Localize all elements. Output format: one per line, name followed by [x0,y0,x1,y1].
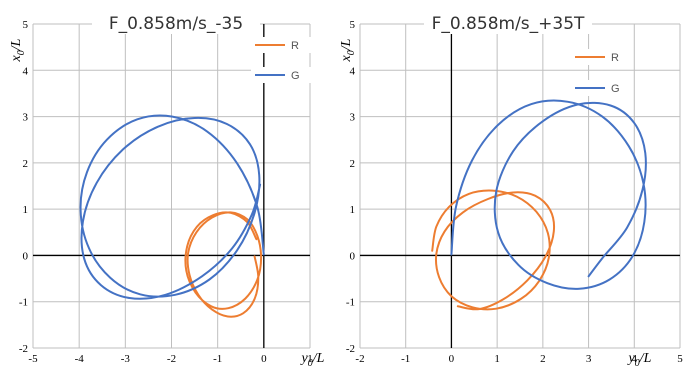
p1-chart-title: F_0.858m/s_+35T [432,14,585,34]
p0-x-tick-label: -1 [213,353,222,365]
p1-y-tick-label: -2 [346,343,355,355]
chart-panel-right: -2 -1 0 1 2 3 4 5 -2 -1 0 1 2 3 4 5 x0/L y0/L F_0.858m/s_+… [339,10,683,369]
p1-x-tick-label: -1 [401,353,410,365]
p1-y-tick-label: 2 [350,158,356,170]
p0-y-tick-label: -2 [19,343,28,355]
p1-x-tick-label: 2 [540,353,546,365]
p0-legend-label-r: R [291,40,299,52]
p0-y-tick-label: 5 [23,19,29,31]
p0-x-tick-label: -2 [167,353,176,365]
p0-y-tick-label: 0 [23,250,29,262]
p0-chart-title: F_0.858m/s_-35 [109,14,243,34]
p1-x-tick-label: 4 [632,353,638,365]
p0-x-tick-label: -4 [75,353,85,365]
p1-x-tick-label: 1 [494,353,500,365]
p1-x-tick-label: -2 [355,353,364,365]
p1-legend-label-g: G [611,83,620,95]
p1-y-tick-label: 4 [350,65,356,77]
p1-y-tick-label: 0 [350,250,356,262]
p0-x-tick-label: -3 [121,353,131,365]
p0-y-tick-label: 4 [23,65,29,77]
p1-x-tick-label: 3 [586,353,592,365]
p1-y-tick-label: 1 [350,204,356,216]
p1-y-axis-label: x0/L [339,38,357,62]
p1-x-axis-label: y0/L [627,351,652,369]
p1-x-tick-label: 5 [677,353,683,365]
p1-x-tick-label: 0 [449,353,455,365]
p1-y-tick-label: 3 [350,112,356,124]
p1-series-r-line [431,189,556,311]
chart-panel-left: -5 -4 -3 -2 -1 0 1 -2 -1 0 1 2 3 4 5 x0/L y0/L F_0.858m/s… [9,10,325,369]
p1-title-background [424,10,592,34]
p1-y-tick-label: -1 [346,297,355,309]
p0-y-tick-label: 3 [23,112,29,124]
p0-y-tick-label: 2 [23,158,29,170]
p0-series-r-line [184,211,263,318]
p1-series-g-line [450,99,647,290]
p1-y-tick-label: 5 [350,19,356,31]
p0-title-background [92,10,260,34]
p0-legend-label-g: G [291,70,300,82]
p0-x-axis-label: y0/L [300,351,325,369]
p0-x-tick-label: -5 [28,353,38,365]
p0-y-tick-label: -1 [19,297,28,309]
p0-x-tick-label: 0 [261,353,267,365]
p0-series-g-line [79,114,265,300]
p1-legend-label-r: R [611,52,619,64]
p0-y-axis-label: x0/L [9,38,27,62]
p0-y-tick-label: 1 [23,204,29,216]
p0-x-tick-label: 1 [307,353,313,365]
